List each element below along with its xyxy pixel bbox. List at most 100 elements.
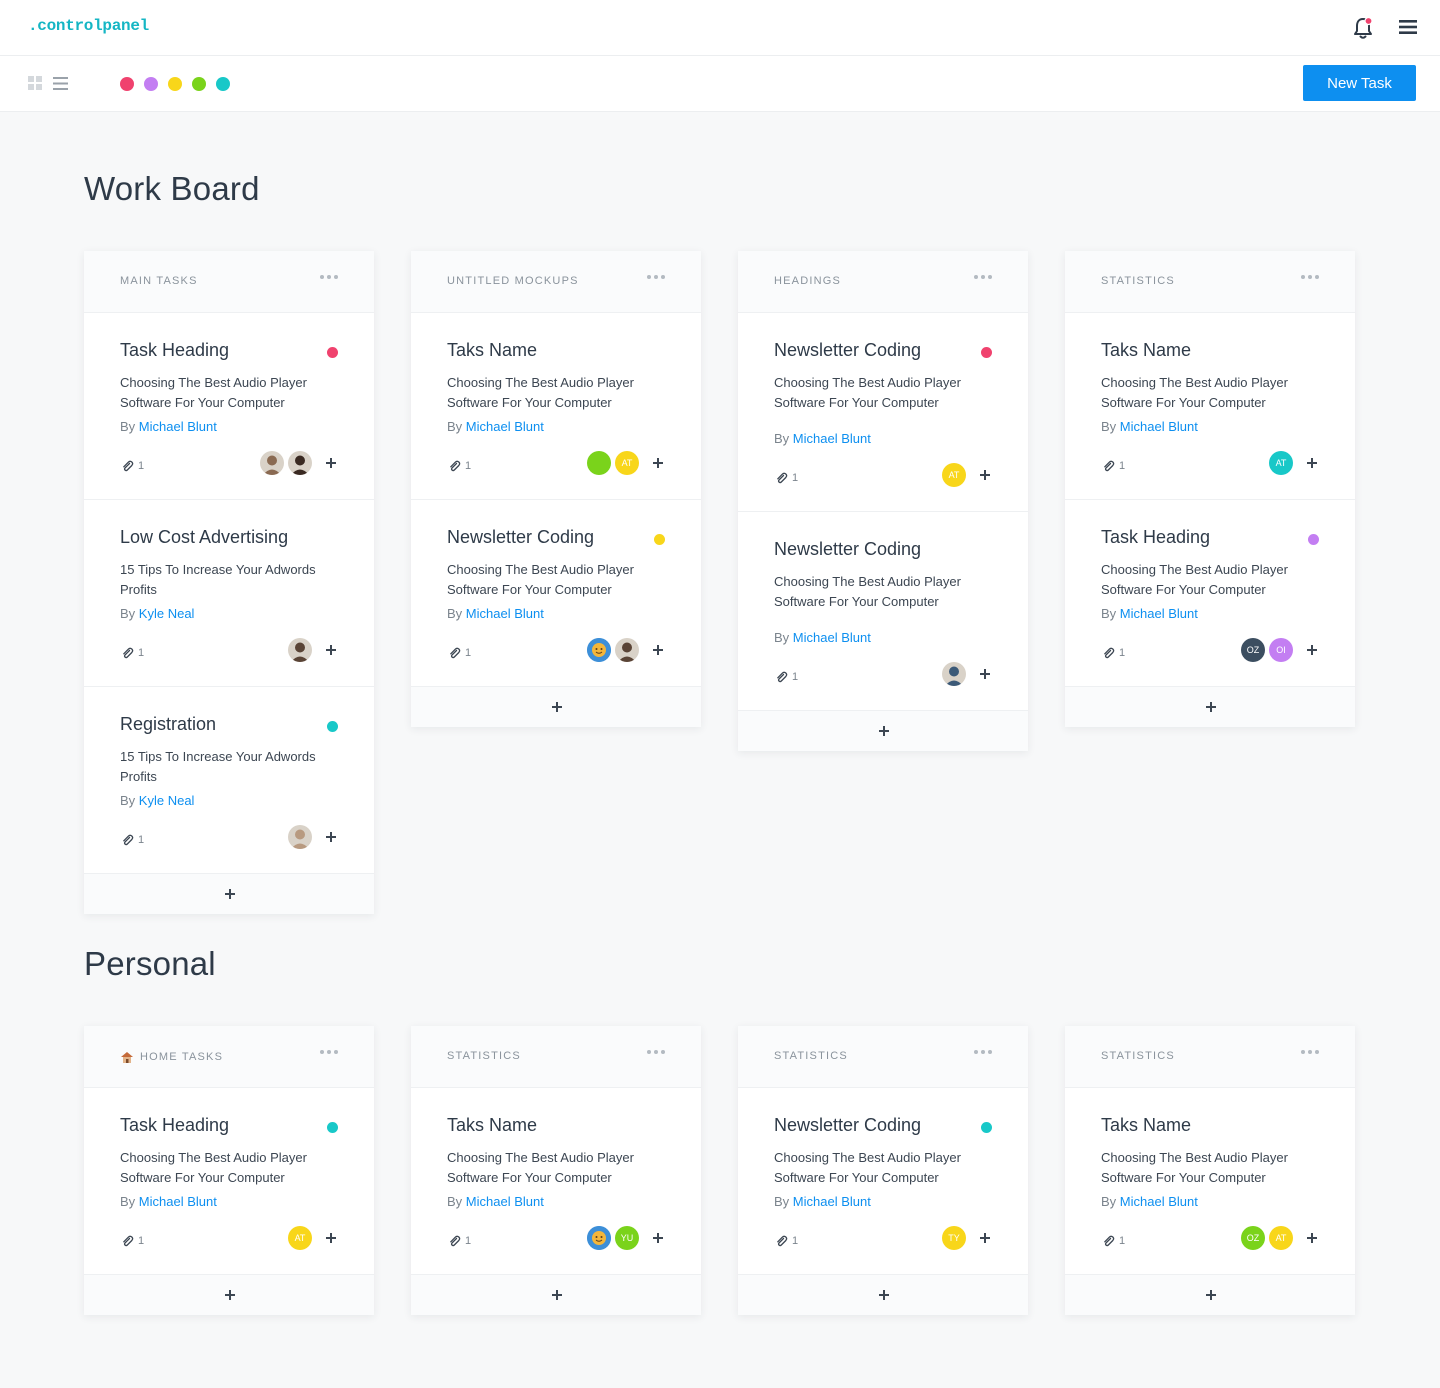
more-options-icon[interactable] [320, 275, 338, 279]
more-options-icon[interactable] [1301, 275, 1319, 279]
add-assignee-icon[interactable] [1305, 643, 1319, 657]
color-filter-dot[interactable] [120, 77, 134, 91]
task-card[interactable]: Newsletter Coding Choosing The Best Audio… [738, 1088, 1028, 1275]
list-view-icon[interactable] [53, 76, 68, 91]
color-filter-dot[interactable] [144, 77, 158, 91]
attachments[interactable]: 1 [775, 670, 805, 684]
avatar[interactable]: AT [942, 463, 966, 487]
avatar[interactable]: OI [1269, 638, 1293, 662]
new-task-button[interactable]: New Task [1303, 65, 1416, 101]
avatar-photo[interactable] [260, 451, 284, 475]
avatar-photo[interactable] [288, 825, 312, 849]
more-options-icon[interactable] [647, 1050, 665, 1054]
card-author: By Michael Blunt [774, 1194, 871, 1209]
task-card[interactable]: Task Heading Choosing The Best Audio Play… [1065, 500, 1355, 687]
add-card-button[interactable] [84, 1275, 374, 1315]
add-assignee-icon[interactable] [978, 1231, 992, 1245]
author-link[interactable]: Michael Blunt [465, 1194, 544, 1209]
notification-bell-icon[interactable] [1352, 16, 1374, 40]
color-filter-dot[interactable] [168, 77, 182, 91]
avatar[interactable]: AT [288, 1226, 312, 1250]
attachments[interactable]: 1 [121, 1234, 151, 1248]
author-link[interactable]: Michael Blunt [465, 419, 544, 434]
add-assignee-icon[interactable] [651, 1231, 665, 1245]
add-assignee-icon[interactable] [978, 667, 992, 681]
add-assignee-icon[interactable] [651, 643, 665, 657]
add-assignee-icon[interactable] [1305, 1231, 1319, 1245]
app-logo[interactable]: .controlpanel [28, 17, 149, 35]
task-card[interactable]: Taks Name Choosing The Best Audio Player … [1065, 1088, 1355, 1275]
avatar-photo[interactable] [288, 451, 312, 475]
author-link[interactable]: Michael Blunt [792, 630, 871, 645]
author-link[interactable]: Michael Blunt [792, 1194, 871, 1209]
add-card-button[interactable] [411, 1275, 701, 1315]
author-link[interactable]: Michael Blunt [1119, 606, 1198, 621]
more-options-icon[interactable] [320, 1050, 338, 1054]
task-card[interactable]: Task Heading Choosing The Best Audio Play… [84, 313, 374, 500]
task-card[interactable]: Newsletter Coding Choosing The Best Audio… [411, 500, 701, 687]
author-link[interactable]: Michael Blunt [792, 431, 871, 446]
author-link[interactable]: Michael Blunt [1119, 1194, 1198, 1209]
task-card[interactable]: Registration 15 Tips To Increase Your Adw… [84, 687, 374, 874]
more-options-icon[interactable] [647, 275, 665, 279]
add-assignee-icon[interactable] [324, 830, 338, 844]
attachments[interactable]: 1 [1102, 1234, 1132, 1248]
add-card-button[interactable] [1065, 687, 1355, 727]
task-card[interactable]: Low Cost Advertising 15 Tips To Increase … [84, 500, 374, 687]
more-options-icon[interactable] [974, 1050, 992, 1054]
add-assignee-icon[interactable] [651, 456, 665, 470]
avatar-photo[interactable] [288, 638, 312, 662]
attachments[interactable]: 1 [1102, 646, 1132, 660]
author-link[interactable]: Michael Blunt [1119, 419, 1198, 434]
attachments[interactable]: 1 [121, 646, 151, 660]
avatar[interactable]: OZ [1241, 1226, 1265, 1250]
attachment-count: 1 [1119, 647, 1126, 659]
avatar-photo[interactable] [615, 638, 639, 662]
task-card[interactable]: Taks Name Choosing The Best Audio Player … [1065, 313, 1355, 500]
attachments[interactable]: 1 [775, 1234, 805, 1248]
avatar-emoji[interactable] [587, 638, 611, 662]
add-assignee-icon[interactable] [324, 1231, 338, 1245]
color-filter-dot[interactable] [216, 77, 230, 91]
task-card[interactable]: Taks Name Choosing The Best Audio Player … [411, 1088, 701, 1275]
attachments[interactable]: 1 [121, 833, 151, 847]
avatar[interactable] [587, 451, 611, 475]
color-filter-dot[interactable] [192, 77, 206, 91]
avatar[interactable]: YU [615, 1226, 639, 1250]
attachments[interactable]: 1 [775, 471, 805, 485]
add-card-button[interactable] [738, 1275, 1028, 1315]
avatar[interactable]: AT [1269, 1226, 1293, 1250]
attachments[interactable]: 1 [121, 459, 151, 473]
author-link[interactable]: Michael Blunt [465, 606, 544, 621]
avatar[interactable]: AT [1269, 451, 1293, 475]
author-link[interactable]: Kyle Neal [138, 793, 195, 808]
task-card[interactable]: Task Heading Choosing The Best Audio Play… [84, 1088, 374, 1275]
add-assignee-icon[interactable] [1305, 456, 1319, 470]
attachments[interactable]: 1 [1102, 459, 1132, 473]
avatar-emoji[interactable] [587, 1226, 611, 1250]
add-card-button[interactable] [738, 711, 1028, 751]
author-link[interactable]: Kyle Neal [138, 606, 195, 621]
attachments[interactable]: 1 [448, 646, 478, 660]
avatar[interactable]: AT [615, 451, 639, 475]
add-assignee-icon[interactable] [324, 643, 338, 657]
task-card[interactable]: Taks Name Choosing The Best Audio Player … [411, 313, 701, 500]
add-assignee-icon[interactable] [324, 456, 338, 470]
avatar-photo[interactable] [942, 662, 966, 686]
avatar[interactable]: OZ [1241, 638, 1265, 662]
author-link[interactable]: Michael Blunt [138, 1194, 217, 1209]
task-card[interactable]: Newsletter Coding Choosing The Best Audio… [738, 313, 1028, 512]
author-link[interactable]: Michael Blunt [138, 419, 217, 434]
attachments[interactable]: 1 [448, 459, 478, 473]
more-options-icon[interactable] [1301, 1050, 1319, 1054]
menu-icon[interactable] [1398, 18, 1418, 36]
add-card-button[interactable] [84, 874, 374, 914]
add-assignee-icon[interactable] [978, 468, 992, 482]
attachments[interactable]: 1 [448, 1234, 478, 1248]
grid-view-icon[interactable] [28, 76, 42, 90]
task-card[interactable]: Newsletter Coding Choosing The Best Audio… [738, 512, 1028, 711]
add-card-button[interactable] [1065, 1275, 1355, 1315]
add-card-button[interactable] [411, 687, 701, 727]
more-options-icon[interactable] [974, 275, 992, 279]
avatar[interactable]: TY [942, 1226, 966, 1250]
